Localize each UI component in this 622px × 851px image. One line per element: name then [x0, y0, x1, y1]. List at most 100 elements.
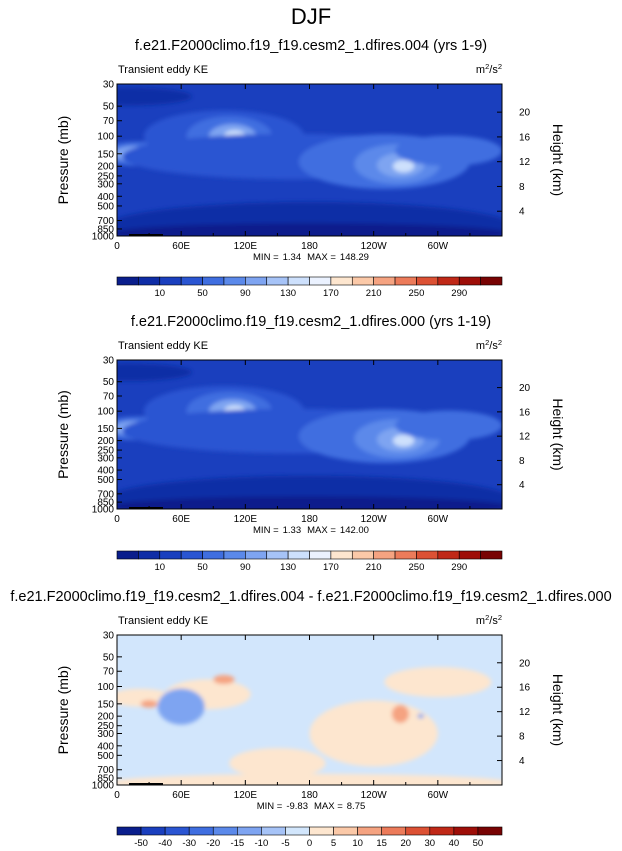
y-tick-label: 500	[97, 475, 114, 486]
y-tick-label: 850	[97, 774, 114, 785]
chart-panel-1: f.e21.F2000climo.f19_f19.cesm2_1.dfires.…	[55, 38, 566, 299]
contour-region-5	[229, 748, 326, 779]
y-tick-label: 150	[97, 424, 114, 435]
y-tick-label: 50	[103, 652, 115, 663]
x-tick-label: 120E	[234, 241, 258, 252]
contour-region-15	[117, 87, 192, 106]
contour-region-8	[213, 675, 235, 685]
x-tick-label: 180	[301, 790, 318, 801]
x-tick-label: 120W	[361, 241, 388, 252]
x-tick-label: 180	[301, 514, 318, 525]
contour-region-10	[391, 704, 409, 723]
y-tick-label: 700	[97, 489, 114, 500]
colorbar-box	[245, 550, 268, 560]
colorbar: 10 50 90 130 170 210 250 290	[116, 276, 503, 299]
colorbar-label: 40	[449, 838, 460, 849]
contour-region-11	[417, 713, 424, 719]
colorbar-box	[266, 276, 289, 286]
y-tick-label: 100	[97, 132, 114, 143]
colorbar-label: 10	[154, 288, 165, 299]
colorbar-box	[285, 826, 310, 836]
x-tick-label: 120E	[234, 790, 258, 801]
y-tick-label: 30	[103, 631, 115, 642]
colorbar-label: -40	[158, 838, 172, 849]
units-sup: 2	[498, 613, 502, 622]
colorbar-box	[223, 276, 246, 286]
colorbar-box	[309, 826, 334, 836]
colorbar-label: 50	[473, 838, 484, 849]
colorbar-box	[237, 826, 262, 836]
colorbar-box	[164, 826, 190, 836]
contour-region-4	[384, 666, 492, 697]
chart-panel-3: f.e21.F2000climo.f19_f19.cesm2_1.dfires.…	[10, 589, 611, 849]
colorbar-label: -30	[182, 838, 196, 849]
colorbar-box	[330, 550, 353, 560]
contour-region-14	[117, 496, 502, 509]
colorbar-label: 290	[451, 288, 467, 299]
y-tick-label: 200	[97, 436, 114, 447]
y2-tick-label: 20	[519, 108, 531, 119]
colorbar-box	[202, 276, 225, 286]
contour-region-9	[140, 700, 158, 708]
colorbar-label: 170	[323, 562, 339, 573]
y-tick-label: 100	[97, 407, 114, 418]
colorbar-box	[116, 276, 139, 286]
contour-region-15	[117, 363, 192, 382]
colorbar-label: 5	[331, 838, 336, 849]
units-base: m	[476, 340, 485, 352]
colorbar-label: 90	[240, 562, 251, 573]
colorbar-label: 210	[366, 288, 382, 299]
x-tick-label: 60W	[428, 790, 449, 801]
max-value: 148.29	[340, 252, 369, 263]
y2-tick-label: 12	[519, 432, 531, 443]
units-mid: /s	[489, 340, 498, 352]
contour-region-12	[395, 410, 502, 441]
y2-axis-title: Height (km)	[550, 674, 566, 746]
contour-field	[117, 84, 502, 236]
y2-tick-label: 16	[519, 407, 531, 418]
colorbar-label: -20	[206, 838, 220, 849]
panel-title: f.e21.F2000climo.f19_f19.cesm2_1.dfires.…	[10, 589, 611, 605]
colorbar-label: 250	[409, 288, 425, 299]
y2-tick-label: 8	[519, 456, 525, 467]
y-tick-label: 300	[97, 179, 114, 190]
contour-field	[117, 360, 502, 509]
y-axis-title: Pressure (mb)	[55, 116, 71, 205]
colorbar-label: -5	[281, 838, 289, 849]
page-title: DJF	[291, 4, 331, 29]
contour-region-14	[117, 223, 502, 236]
colorbar-box	[333, 826, 358, 836]
colorbar-box	[330, 276, 353, 286]
y2-tick-label: 20	[519, 383, 531, 394]
colorbar-box	[180, 276, 203, 286]
units-sup: 2	[485, 613, 489, 622]
min-label: MIN =	[253, 252, 279, 263]
y-tick-label: 850	[97, 498, 114, 509]
y2-tick-label: 4	[519, 480, 525, 491]
colorbar-box	[140, 826, 166, 836]
colorbar-box	[381, 826, 407, 836]
panel-title: f.e21.F2000climo.f19_f19.cesm2_1.dfires.…	[135, 38, 487, 54]
y-tick-label: 100	[97, 682, 114, 693]
y-tick-label: 400	[97, 741, 114, 752]
colorbar-box	[405, 826, 431, 836]
contour-region-7	[157, 688, 205, 725]
colorbar-box	[223, 550, 246, 560]
x-tick-label: 60E	[172, 790, 190, 801]
colorbar-box	[394, 550, 417, 560]
colorbar-box	[437, 550, 460, 560]
colorbar-box	[429, 826, 455, 836]
colorbar-label: 30	[425, 838, 436, 849]
y-tick-label: 300	[97, 729, 114, 740]
contour-field	[117, 635, 502, 785]
y-tick-label: 400	[97, 192, 114, 203]
colorbar-box	[437, 276, 460, 286]
colorbar-box	[180, 550, 203, 560]
units-sup: 2	[485, 338, 489, 347]
colorbar-label: 10	[154, 562, 165, 573]
y-tick-label: 1000	[92, 232, 115, 243]
y-tick-label: 400	[97, 466, 114, 477]
colorbar-label: 10	[352, 838, 363, 849]
colorbar-label: 0	[307, 838, 312, 849]
max-label: MAX =	[307, 252, 336, 263]
